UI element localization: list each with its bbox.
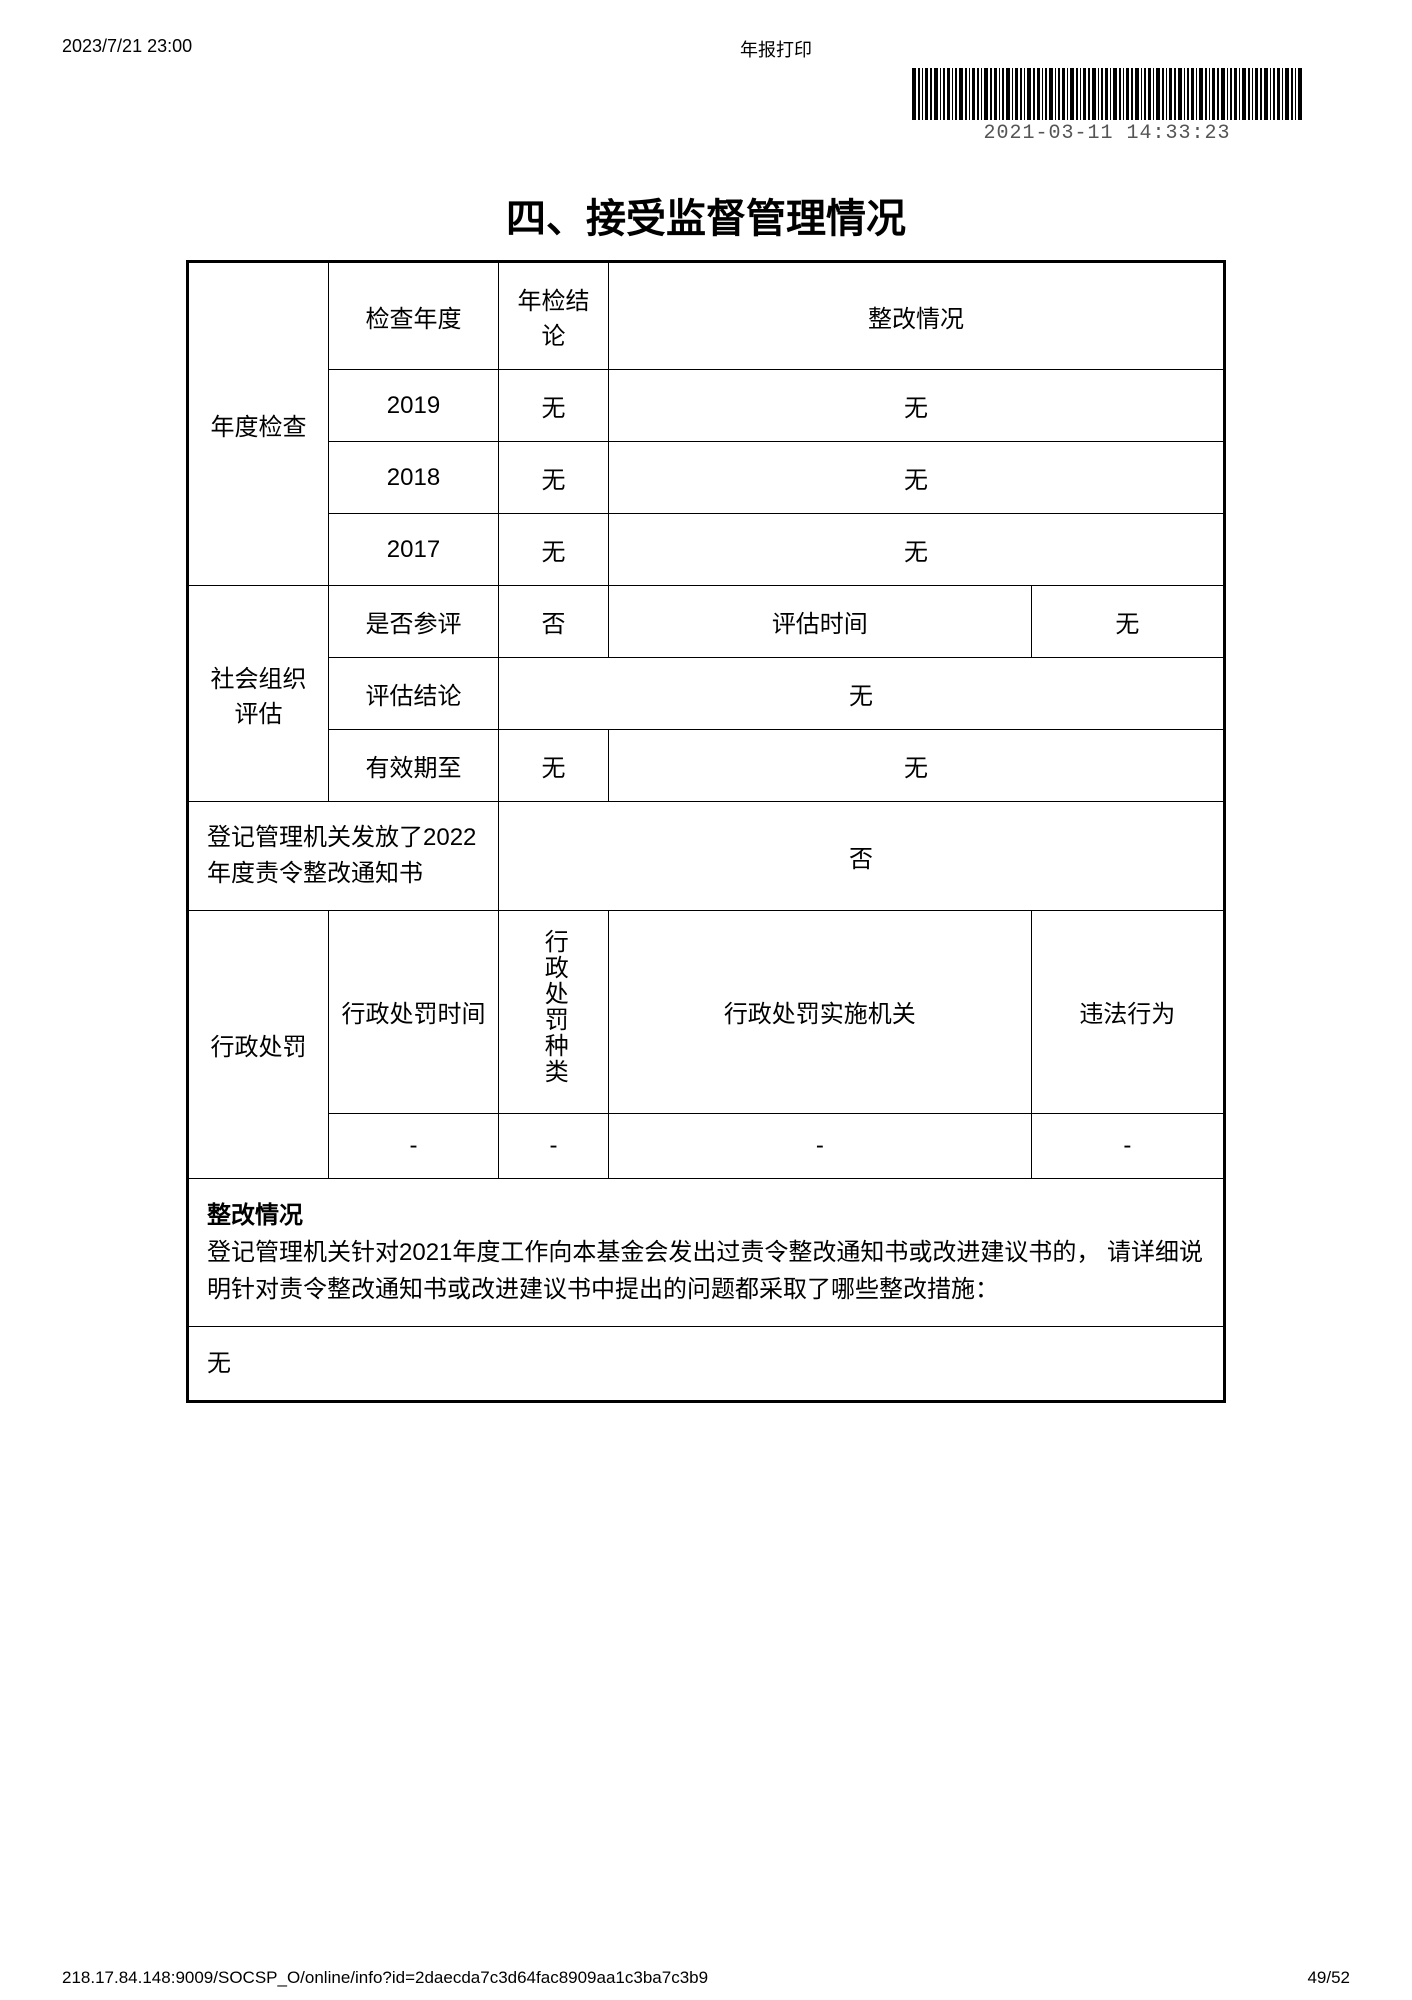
participated-label: 是否参评 <box>329 586 499 658</box>
annual-result-0: 无 <box>499 370 609 442</box>
valid-until-value1: 无 <box>499 730 609 802</box>
annual-result-2: 无 <box>499 514 609 586</box>
supervision-table: 年度检查 检查年度 年检结论 整改情况 2019 无 无 2018 无 无 20… <box>186 260 1226 1403</box>
penalty-header-time: 行政处罚时间 <box>329 911 499 1114</box>
doc-label: 年报打印 <box>740 36 812 62</box>
penalty-type-0: - <box>499 1113 609 1178</box>
penalty-time-0: - <box>329 1113 499 1178</box>
annual-check-header-rectify: 整改情况 <box>609 263 1224 370</box>
annual-check-header-year: 检查年度 <box>329 263 499 370</box>
penalty-label: 行政处罚 <box>189 911 329 1179</box>
barcode-icon <box>912 68 1302 120</box>
barcode-timestamp: 2021-03-11 14:33:23 <box>912 122 1302 145</box>
eval-time-label: 评估时间 <box>609 586 1032 658</box>
print-datetime: 2023/7/21 23:00 <box>62 36 192 57</box>
annual-rectify-1: 无 <box>609 442 1224 514</box>
penalty-header-type: 行政处罚种类 <box>499 911 609 1114</box>
conclusion-label: 评估结论 <box>329 658 499 730</box>
annual-result-1: 无 <box>499 442 609 514</box>
rectify-notice-value: 否 <box>499 802 1224 911</box>
valid-until-label: 有效期至 <box>329 730 499 802</box>
penalty-agency-0: - <box>609 1113 1032 1178</box>
annual-rectify-2: 无 <box>609 514 1224 586</box>
footer-url: 218.17.84.148:9009/SOCSP_O/online/info?i… <box>62 1968 708 1988</box>
org-eval-label: 社会组织评估 <box>189 586 329 802</box>
annual-rectify-0: 无 <box>609 370 1224 442</box>
rectify-detail-body: 登记管理机关针对2021年度工作向本基金会发出过责令整改通知书或改进建议书的， … <box>207 1234 1205 1308</box>
barcode-block: 2021-03-11 14:33:23 <box>912 68 1302 145</box>
annual-check-label: 年度检查 <box>189 263 329 586</box>
eval-time-value: 无 <box>1031 586 1223 658</box>
conclusion-value: 无 <box>499 658 1224 730</box>
valid-until-value2: 无 <box>609 730 1224 802</box>
rectify-detail-title: 整改情况 <box>207 1197 1205 1234</box>
penalty-violation-0: - <box>1031 1113 1223 1178</box>
participated-value: 否 <box>499 586 609 658</box>
penalty-header-violation: 违法行为 <box>1031 911 1223 1114</box>
rectify-detail-cell: 整改情况 登记管理机关针对2021年度工作向本基金会发出过责令整改通知书或改进建… <box>189 1178 1224 1327</box>
annual-year-2: 2017 <box>329 514 499 586</box>
footer-page: 49/52 <box>1307 1968 1350 1988</box>
annual-check-header-result: 年检结论 <box>499 263 609 370</box>
section-title: 四、接受监督管理情况 <box>0 186 1412 244</box>
rectify-detail-answer: 无 <box>189 1327 1224 1401</box>
annual-year-1: 2018 <box>329 442 499 514</box>
penalty-header-agency: 行政处罚实施机关 <box>609 911 1032 1114</box>
rectify-notice-label: 登记管理机关发放了2022年度责令整改通知书 <box>189 802 499 911</box>
annual-year-0: 2019 <box>329 370 499 442</box>
